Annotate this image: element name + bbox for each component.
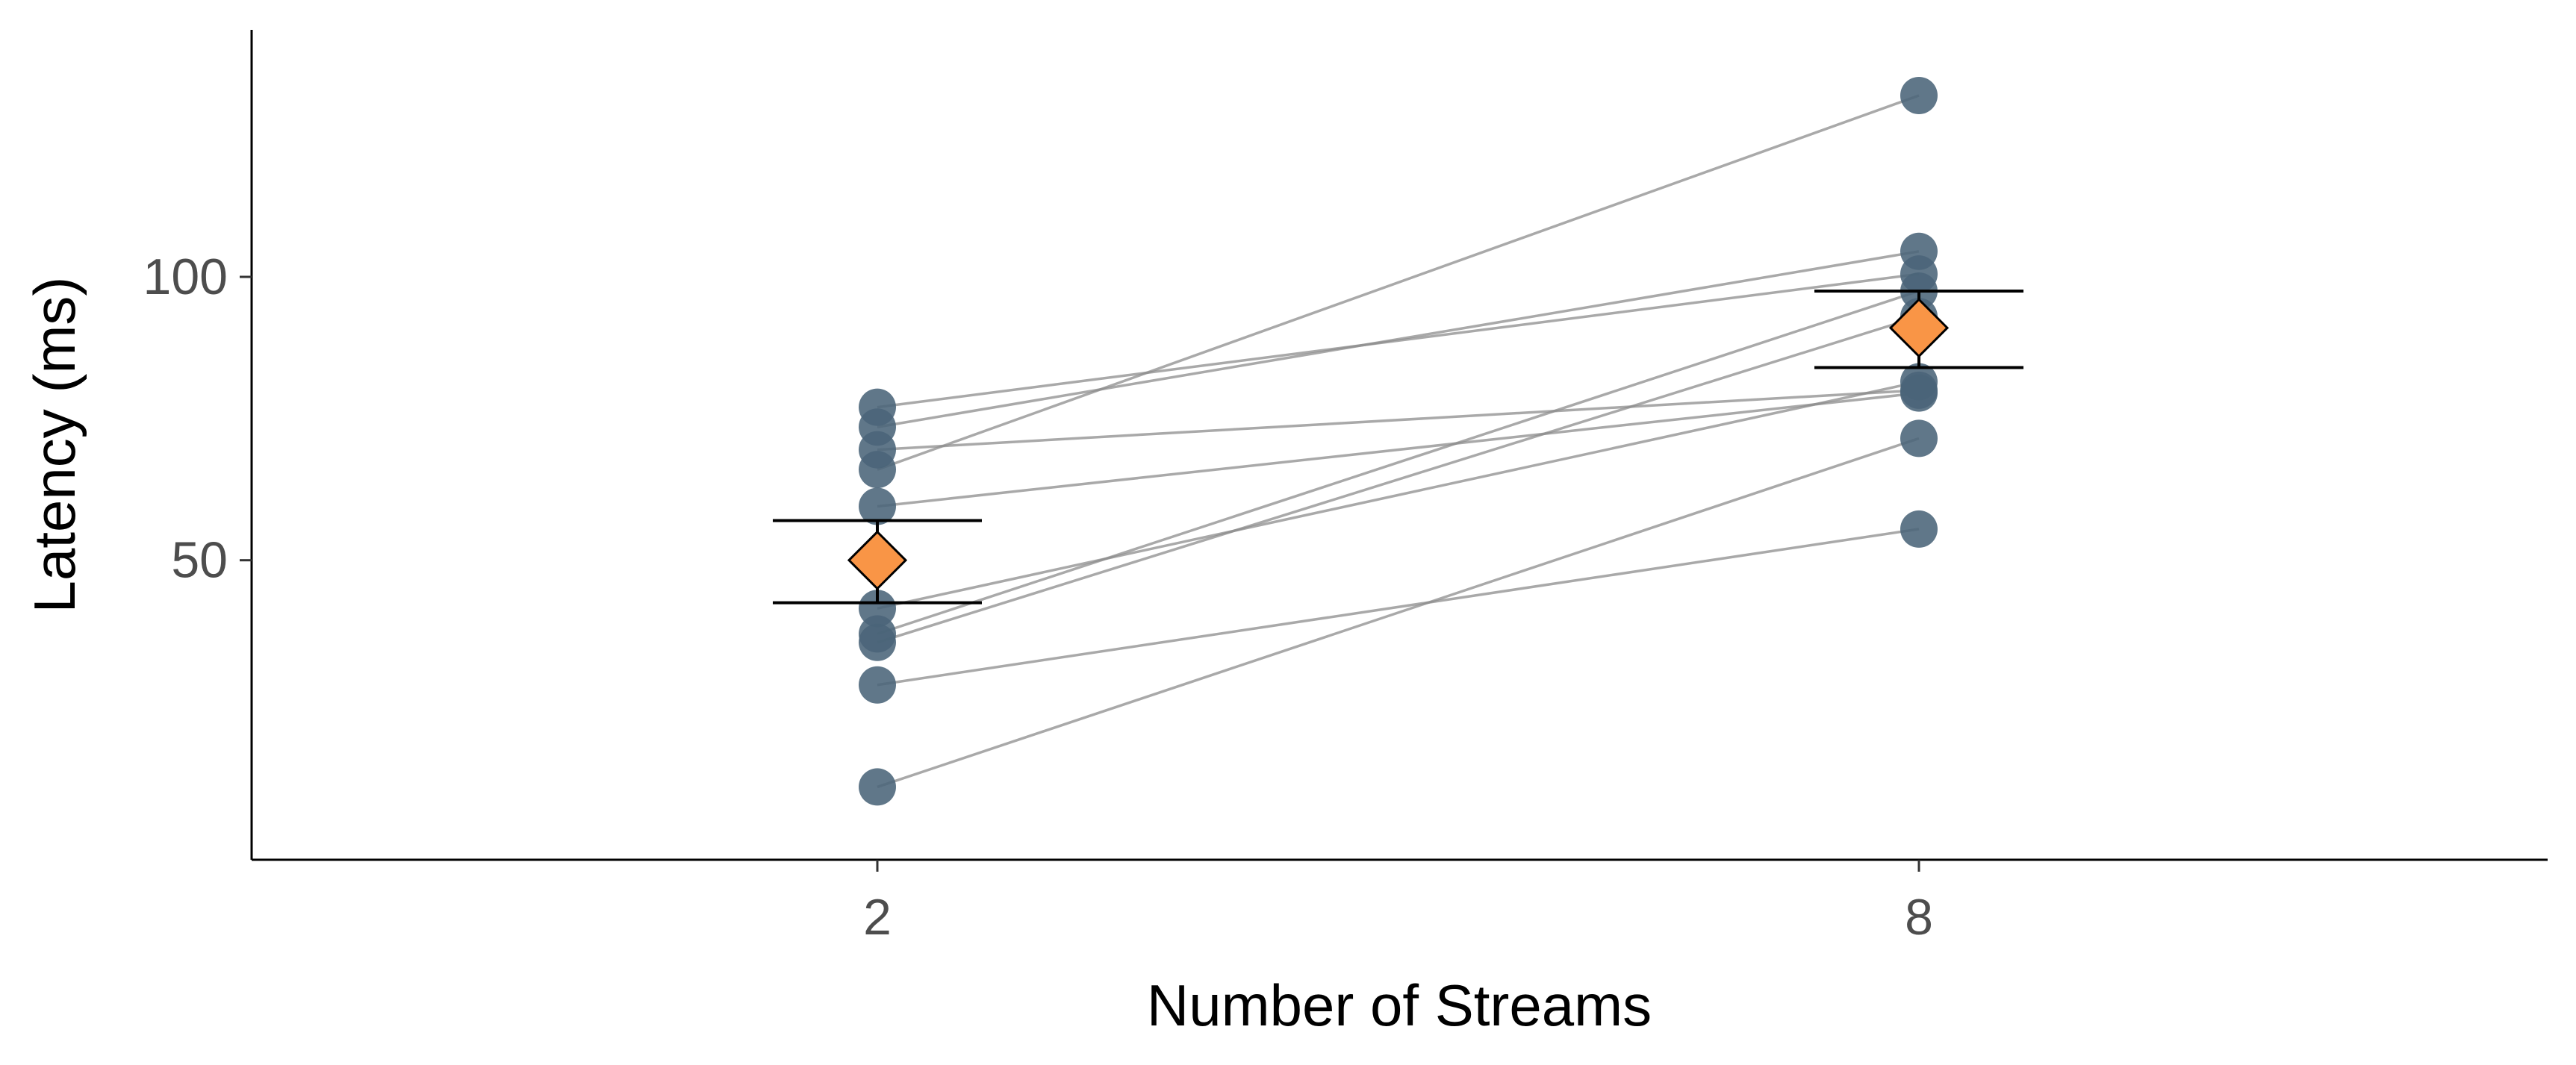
paired-lines-group: [877, 94, 1920, 789]
subject-line: [877, 315, 1920, 644]
subject-line: [877, 250, 1920, 428]
subject-line: [877, 528, 1920, 687]
subject-point: [859, 388, 896, 426]
subject-line: [877, 389, 1920, 452]
x-axis-title: Number of Streams: [1147, 972, 1652, 1038]
subject-point: [1900, 419, 1938, 457]
subject-point: [1900, 255, 1938, 293]
y-tick-label: 100: [143, 249, 228, 305]
y-axis-title: Latency (ms): [22, 277, 87, 613]
subject-line: [877, 290, 1920, 636]
subject-point: [859, 590, 896, 628]
subject-point: [859, 615, 896, 653]
subject-point: [1900, 371, 1938, 409]
subject-point: [859, 666, 896, 704]
mean-summary-group: [773, 289, 2023, 605]
subject-point: [1900, 510, 1938, 548]
y-tick-label: 50: [171, 532, 228, 589]
subject-line: [877, 391, 1920, 508]
subject-line: [877, 272, 1920, 409]
x-tick-label: 2: [863, 889, 892, 946]
subject-point: [859, 768, 896, 806]
mean-diamond-marker: [847, 530, 908, 590]
subject-line: [877, 94, 1920, 471]
y-ticks-group: 50 100: [143, 249, 252, 589]
x-tick-label: 8: [1905, 889, 1933, 946]
subject-point: [859, 487, 896, 525]
subject-line: [877, 380, 1920, 610]
subject-point: [1900, 76, 1938, 114]
subject-line: [877, 437, 1920, 789]
mean-diamond-marker: [1888, 298, 1950, 358]
